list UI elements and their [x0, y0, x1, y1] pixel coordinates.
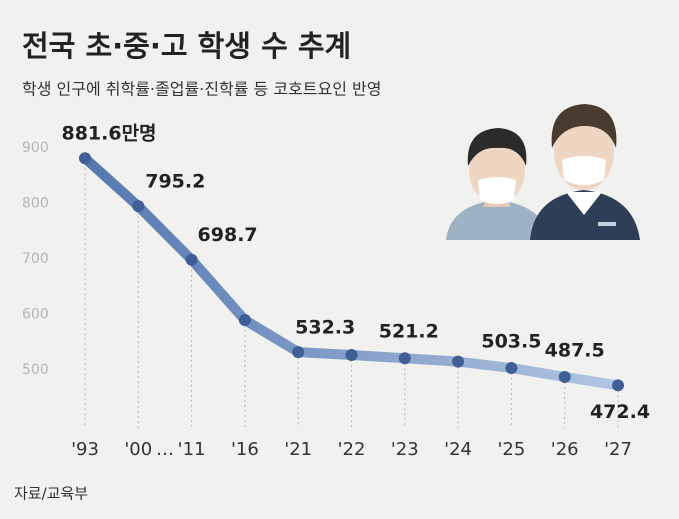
x-tick-label: '24 — [444, 439, 472, 460]
point — [452, 355, 465, 368]
data-label: 521.2 — [379, 321, 439, 343]
point — [292, 346, 305, 359]
y-tick-label: 600 — [22, 307, 49, 323]
point — [132, 200, 145, 213]
point — [185, 253, 198, 266]
data-label: 881.6만명 — [61, 123, 156, 145]
point — [398, 352, 411, 365]
y-tick-label: 800 — [22, 196, 49, 212]
point — [79, 152, 91, 165]
data-label: 795.2 — [145, 171, 205, 193]
data-label: 503.5 — [481, 331, 541, 353]
point — [345, 349, 358, 362]
illustration — [446, 104, 640, 240]
x-tick-label: '11 — [178, 439, 206, 460]
point — [238, 314, 251, 327]
x-tick-label: '23 — [391, 439, 419, 460]
point — [612, 379, 624, 392]
data-label: 472.4 — [590, 401, 650, 423]
x-tick-label: '93 — [71, 439, 99, 460]
chart-title: 전국 초·중·고 학생 수 추계 — [22, 29, 351, 63]
y-tick-label: 900 — [22, 140, 49, 156]
data-label: 698.7 — [198, 224, 258, 246]
source: 자료/교육부 — [14, 485, 88, 503]
point — [505, 362, 518, 375]
chart-subtitle: 학생 인구에 취학률·졸업률·진학률 등 코호트요인 반영 — [22, 80, 381, 99]
x-tick-label: '26 — [551, 439, 579, 460]
point — [558, 370, 571, 383]
x-tick-label: '00 — [124, 439, 152, 460]
data-label: 532.3 — [295, 317, 355, 339]
y-tick-label: 700 — [22, 251, 49, 267]
axis-gap-mark: … — [156, 439, 174, 460]
data-label: 487.5 — [545, 339, 605, 361]
y-tick-label: 500 — [22, 362, 49, 378]
x-tick-label: '27 — [604, 439, 632, 460]
x-tick-label: '21 — [284, 439, 312, 460]
x-tick-label: '25 — [497, 439, 525, 460]
x-tick-label: '22 — [338, 439, 366, 460]
x-tick-label: '16 — [231, 439, 259, 460]
